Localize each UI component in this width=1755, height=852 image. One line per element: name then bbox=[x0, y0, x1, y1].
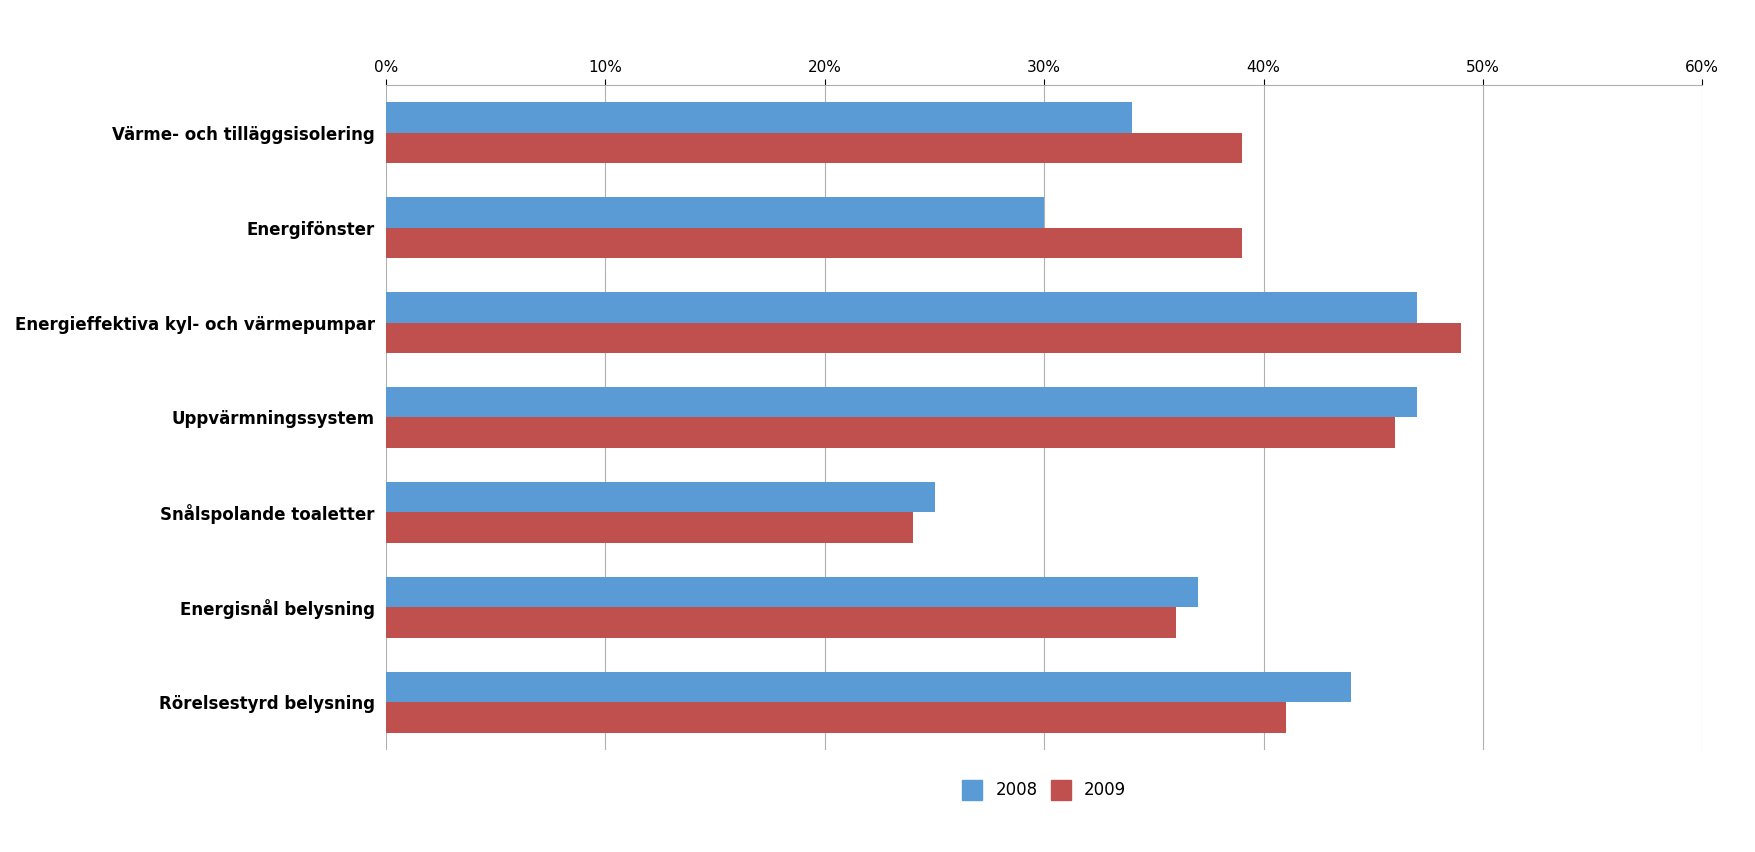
Bar bbox=[386, 672, 1351, 702]
Bar bbox=[386, 133, 1241, 163]
Bar bbox=[386, 577, 1197, 607]
Bar bbox=[386, 292, 1416, 323]
Bar bbox=[386, 702, 1285, 733]
Bar bbox=[386, 387, 1416, 417]
Bar bbox=[386, 607, 1176, 638]
Bar bbox=[386, 417, 1395, 448]
Bar bbox=[386, 197, 1044, 227]
Bar bbox=[386, 102, 1132, 133]
Legend: 2008, 2009: 2008, 2009 bbox=[953, 772, 1135, 808]
Bar bbox=[386, 323, 1460, 353]
Bar bbox=[386, 512, 913, 543]
Bar bbox=[386, 482, 934, 512]
Bar bbox=[386, 227, 1241, 258]
